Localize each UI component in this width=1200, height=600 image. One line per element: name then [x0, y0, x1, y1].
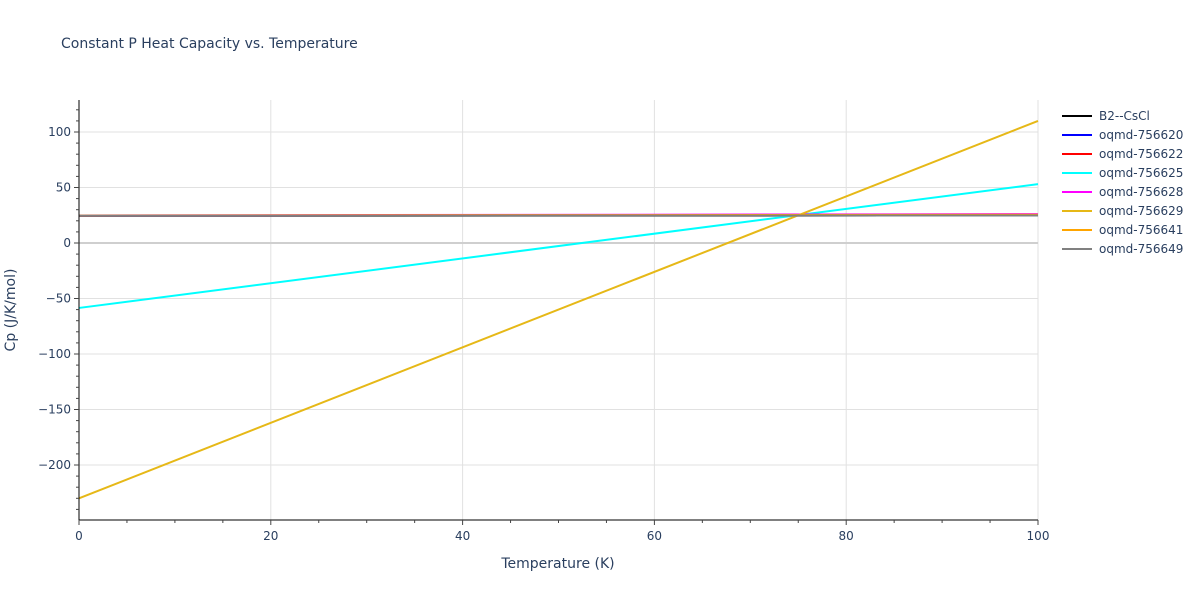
legend-label: B2--CsCl [1099, 108, 1150, 123]
legend-label: oqmd-756629 [1099, 203, 1184, 218]
legend-swatch-icon [1062, 209, 1092, 212]
svg-text:0: 0 [63, 236, 71, 250]
svg-text:80: 80 [839, 529, 854, 543]
svg-text:−150: −150 [38, 403, 71, 417]
legend: B2--CsCl oqmd-756620 oqmd-756622 oqmd-75662… [1062, 106, 1183, 258]
legend-item[interactable]: oqmd-756629 [1062, 201, 1183, 220]
legend-label: oqmd-756620 [1099, 127, 1184, 142]
svg-text:−50: −50 [46, 292, 71, 306]
legend-item[interactable]: B2--CsCl [1062, 106, 1183, 125]
legend-item[interactable]: oqmd-756625 [1062, 163, 1183, 182]
svg-text:60: 60 [647, 529, 662, 543]
legend-item[interactable]: oqmd-756649 [1062, 239, 1183, 258]
svg-text:−100: −100 [38, 347, 71, 361]
svg-text:40: 40 [455, 529, 470, 543]
y-axis-label: Cp (J/K/mol) [3, 269, 19, 352]
legend-swatch-icon [1062, 133, 1092, 136]
legend-item[interactable]: oqmd-756620 [1062, 125, 1183, 144]
legend-swatch-icon [1062, 114, 1092, 117]
svg-text:20: 20 [263, 529, 278, 543]
legend-swatch-icon [1062, 247, 1092, 250]
svg-text:100: 100 [1027, 529, 1050, 543]
series-line-oqmd-756625 [78, 183, 1039, 309]
legend-label: oqmd-756628 [1099, 184, 1184, 199]
legend-item[interactable]: oqmd-756628 [1062, 182, 1183, 201]
legend-item[interactable]: oqmd-756641 [1062, 220, 1183, 239]
legend-label: oqmd-756649 [1099, 241, 1184, 256]
svg-text:0: 0 [75, 529, 83, 543]
x-axis-label: Temperature (K) [500, 556, 614, 572]
series-line-oqmd-756629 [78, 119, 1039, 500]
svg-text:50: 50 [56, 181, 71, 195]
svg-text:−200: −200 [38, 458, 71, 472]
gridlines [79, 100, 1039, 520]
legend-swatch-icon [1062, 152, 1092, 155]
svg-text:100: 100 [48, 125, 71, 139]
series-lines [78, 119, 1039, 500]
legend-swatch-icon [1062, 171, 1092, 174]
legend-label: oqmd-756625 [1099, 165, 1184, 180]
chart-title: Constant P Heat Capacity vs. Temperature [61, 36, 358, 52]
legend-item[interactable]: oqmd-756622 [1062, 144, 1183, 163]
legend-swatch-icon [1062, 228, 1092, 231]
legend-label: oqmd-756641 [1099, 222, 1184, 237]
legend-label: oqmd-756622 [1099, 146, 1184, 161]
legend-swatch-icon [1062, 190, 1092, 193]
axes: 0 20 40 60 80 100 −200 −150 −100 −50 0 50 100 [38, 100, 1049, 543]
